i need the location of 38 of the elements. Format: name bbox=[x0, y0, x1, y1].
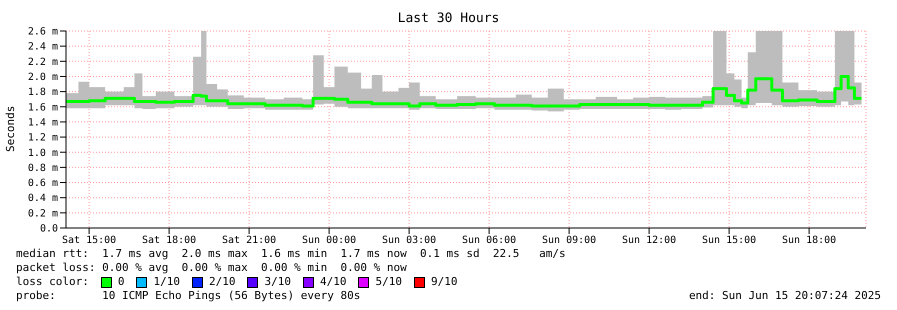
y-tick-label: 2.6 m bbox=[28, 26, 58, 38]
text: end: Sun Jun 15 20:07:24 2025 bbox=[688, 289, 881, 302]
text: 9/10 bbox=[430, 275, 458, 289]
text: 0 bbox=[118, 275, 124, 289]
text: 3/10 bbox=[264, 275, 291, 289]
y-tick-label: 1.8 m bbox=[28, 87, 58, 98]
x-tick-label: Sat 18:00 bbox=[142, 235, 196, 246]
y-tick-label: 1.4 m bbox=[28, 117, 58, 128]
chart-title: Last 30 Hours bbox=[396, 11, 500, 26]
text: 2/10 bbox=[208, 275, 236, 289]
text: loss color: bbox=[16, 275, 89, 289]
x-tick-label: Sun 09:00 bbox=[542, 235, 596, 246]
y-tick-label: 0.4 m bbox=[28, 193, 58, 204]
text: 1/10 bbox=[153, 275, 180, 289]
x-tick-label: Sun 06:00 bbox=[462, 235, 516, 246]
x-tick-label: Sat 21:00 bbox=[222, 235, 276, 246]
text: median rtt: 1.7 ms avg 2.0 ms max 1.6 ms min 1.7 ms now 0.1 ms sd 22.5 am/s bbox=[16, 247, 566, 261]
y-tick-label: 1.0 m bbox=[28, 148, 58, 159]
y-tick-label: 2.0 m bbox=[28, 72, 58, 84]
y-tick-label: 0.8 m bbox=[28, 162, 58, 174]
y-tick-label: 0.6 m bbox=[28, 178, 58, 190]
y-tick-label: 1.6 m bbox=[28, 102, 58, 114]
y-tick-label: 2.2 m bbox=[28, 56, 58, 68]
y-axis-title: Seconds bbox=[4, 106, 17, 152]
x-tick-label: Sun 18:00 bbox=[782, 235, 836, 246]
x-tick-label: Sat 15:00 bbox=[62, 235, 116, 246]
text: 5/10 bbox=[375, 275, 402, 289]
y-tick-label: 1.2 m bbox=[28, 132, 58, 144]
text: 4/10 bbox=[320, 275, 346, 289]
x-tick-label: Sun 03:00 bbox=[382, 235, 436, 246]
text: packet loss: 0.00 % avg 0.00 % max 0.00 % min 0.00 % now bbox=[16, 261, 408, 275]
x-tick-label: Sun 12:00 bbox=[622, 235, 676, 246]
text: probe: 10 ICMP Echo Pings (56 Bytes) every 80s bbox=[16, 289, 362, 303]
y-tick-label: 0.2 m bbox=[28, 208, 58, 220]
x-tick-label: Sun 15:00 bbox=[702, 235, 756, 246]
x-tick-label: Sun 00:00 bbox=[302, 235, 356, 246]
y-tick-label: 0.0 bbox=[40, 224, 58, 235]
y-tick-label: 2.4 m bbox=[28, 42, 58, 53]
